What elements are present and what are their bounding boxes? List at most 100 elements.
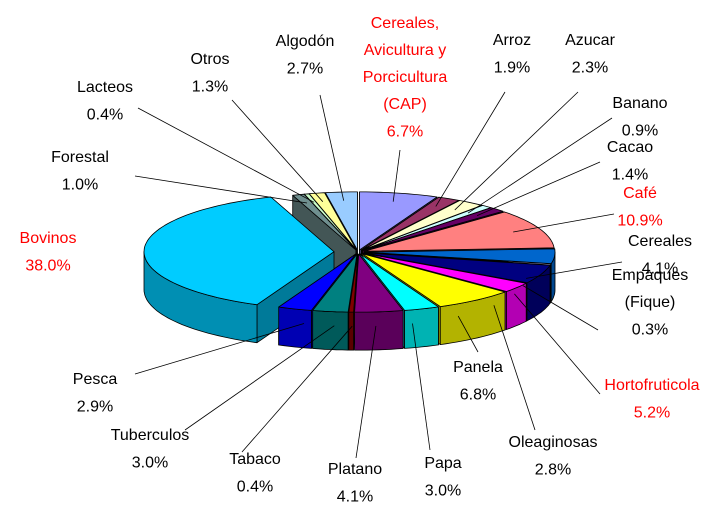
value-label: 10.9% (617, 212, 662, 229)
slice (359, 191, 438, 251)
value-label: 1.0% (62, 176, 98, 193)
slice-label: Banano (612, 95, 667, 112)
slice (364, 211, 555, 252)
slice-label: Lacteos (77, 79, 133, 96)
slice-label: Tabaco (229, 451, 281, 468)
label-line: Tuberculos (111, 427, 190, 444)
leader-line (392, 149, 401, 202)
slice-label: Panela (453, 359, 503, 376)
slice (278, 253, 357, 311)
slice-label: Café (623, 185, 657, 202)
label-line: Hortofruticola (604, 377, 699, 394)
slice-side (549, 263, 552, 304)
value-label: 6.8% (460, 386, 496, 403)
value-label: 4.1% (337, 488, 373, 505)
slice (325, 191, 358, 251)
leader-line (457, 315, 479, 353)
label-line: Lacteos (77, 79, 133, 96)
slice (348, 253, 359, 313)
slice-label: Forestal (51, 149, 109, 166)
slice (364, 248, 556, 264)
slice-label: Azucar (565, 32, 615, 49)
label-line: (CAP) (383, 96, 427, 113)
value-label: 38.0% (25, 257, 70, 274)
leader-line (435, 91, 506, 207)
label-line: (Fique) (625, 294, 676, 311)
label-line: Cereales (628, 233, 692, 250)
leader-line (526, 261, 623, 279)
labels: Cereales, Avicultura y Porcicultura (CAP) 6.… (20, 15, 700, 505)
value-label: 3.0% (425, 482, 461, 499)
pie-tops (143, 191, 556, 313)
leader-line (137, 107, 315, 203)
slice-label: Oleaginosas (509, 434, 598, 451)
slice-label: Algodón (276, 33, 335, 50)
slice (361, 253, 506, 307)
slice-label: Cereales, Avicultura y Porcicultura (CAP) (363, 15, 448, 113)
value-label: 0.9% (622, 122, 658, 139)
value-label: 2.9% (77, 398, 113, 415)
leader-line (514, 293, 601, 395)
leader-line (241, 325, 353, 453)
value-label: 2.8% (535, 461, 571, 478)
slice-label: Tuberculos (111, 427, 190, 444)
slice (312, 253, 358, 313)
label-line: Empaques (612, 267, 689, 284)
label-line: Cacao (607, 139, 653, 156)
slice-side (348, 311, 354, 351)
value-label: 2.3% (572, 59, 608, 76)
slice (354, 253, 404, 313)
leader-line (231, 99, 324, 202)
slice (362, 207, 504, 251)
value-label: 4.1% (642, 260, 678, 277)
label-line: Otros (190, 51, 229, 68)
slice-side (278, 306, 312, 349)
leader-line (513, 213, 615, 233)
leader-line (522, 285, 599, 331)
label-line: Forestal (51, 149, 109, 166)
label-line: Arroz (493, 32, 531, 49)
slice-label: Cereales (628, 233, 692, 250)
slice (363, 252, 527, 292)
leader-line (355, 325, 377, 459)
slice-label: Hortofruticola (604, 377, 699, 394)
label-line: Oleaginosas (509, 434, 598, 451)
slice-label: Cacao (607, 139, 653, 156)
slice (364, 252, 551, 284)
slice-label: Otros (190, 51, 229, 68)
leader-line (184, 325, 335, 431)
label-line: Panela (453, 359, 503, 376)
value-label: 0.4% (87, 106, 123, 123)
value-label: 1.9% (494, 59, 530, 76)
label-line: Banano (612, 95, 667, 112)
value-label: 0.3% (632, 321, 668, 338)
slice-label: Papa (424, 455, 461, 472)
slice-label: Pesca (73, 371, 118, 388)
label-line: Avicultura y (364, 42, 446, 59)
label-line: Azucar (565, 32, 615, 49)
value-label: 5.2% (634, 404, 670, 421)
label-line: Papa (424, 455, 461, 472)
value-label: 1.3% (192, 78, 228, 95)
leader-line (319, 94, 345, 201)
leader-line (454, 91, 579, 211)
label-line: Cereales, (371, 15, 439, 32)
leader-line (467, 117, 613, 214)
slice (359, 253, 439, 311)
leader-line (134, 323, 305, 375)
value-label: 6.7% (387, 123, 423, 140)
value-label: 3.0% (132, 454, 168, 471)
slice (360, 196, 460, 251)
leader-line (412, 323, 431, 451)
value-label: 0.4% (237, 478, 273, 495)
label-line: Platano (328, 461, 382, 478)
slice-side (354, 310, 404, 351)
leader-line (134, 175, 308, 204)
slice-label: Platano (328, 461, 382, 478)
label-line: Porcicultura (363, 69, 448, 86)
slice (361, 200, 483, 251)
label-line: Pesca (73, 371, 118, 388)
slice (308, 192, 357, 251)
leader-line (476, 161, 601, 216)
